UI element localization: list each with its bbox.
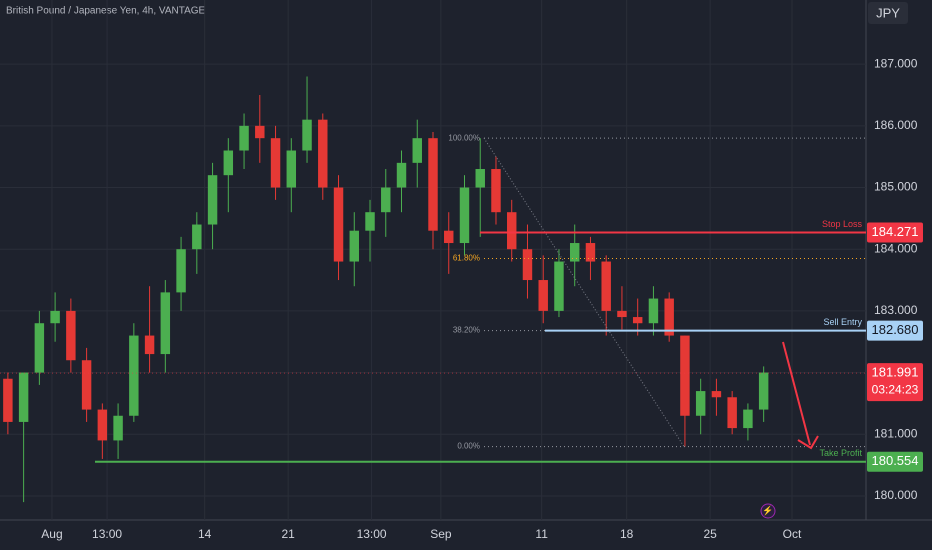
candle-body [34, 323, 45, 373]
candle-body [302, 119, 312, 151]
price-tag-label: 182.680 [872, 322, 919, 337]
fib-label: 0.00% [457, 442, 480, 451]
y-tick-label: 184.000 [874, 241, 918, 255]
candle-body [349, 230, 359, 262]
candle-body [569, 243, 580, 262]
candle-body [97, 409, 108, 441]
fib-label: 61.80% [453, 254, 480, 263]
candle-body [192, 224, 202, 250]
candle-body [129, 335, 139, 416]
candle-body [491, 169, 501, 213]
candle-body [365, 212, 375, 231]
price-tag-label: 184.271 [872, 224, 919, 239]
event-icon[interactable] [760, 503, 776, 519]
x-tick-label: Aug [41, 527, 62, 541]
x-tick-label: 18 [620, 527, 634, 541]
candle-body [18, 372, 29, 422]
arrow-head [797, 435, 819, 450]
candle-body [144, 335, 155, 355]
y-tick-label: 183.000 [874, 303, 918, 317]
candle-body [333, 187, 344, 262]
candle-body [3, 378, 13, 422]
x-tick-label: Sep [430, 527, 452, 541]
candle-body [648, 298, 659, 324]
candle-body [507, 212, 517, 250]
fib-label: 100.00% [448, 133, 480, 142]
candle-body [318, 119, 328, 188]
price-tag [867, 222, 923, 243]
candle-body [428, 138, 438, 231]
level-name: Stop Loss [822, 219, 863, 229]
candle-body [207, 175, 218, 225]
y-tick-label: 181.000 [874, 426, 918, 440]
candle-body [585, 243, 596, 262]
x-tick-label: 11 [535, 527, 548, 541]
countdown: 03:24:23 [872, 382, 919, 396]
fib-label: 38.20% [453, 326, 480, 335]
candle-body [113, 415, 123, 441]
candle-body [680, 335, 690, 416]
candle-body [286, 150, 297, 188]
chart-title: British Pound / Japanese Yen, 4h, VANTAG… [6, 6, 206, 17]
currency[interactable]: JPY [876, 5, 900, 20]
arrow-shaft [782, 341, 811, 446]
candle-body [81, 360, 92, 410]
candle-body [255, 125, 265, 139]
last-price-label: 181.991 [872, 365, 919, 380]
x-tick-label: 14 [198, 527, 212, 541]
fib-trend [483, 137, 685, 447]
candle-body [632, 317, 643, 324]
candle-body [538, 280, 548, 311]
candle-body [412, 138, 422, 163]
y-tick-label: 186.000 [874, 118, 918, 132]
candle-body [381, 187, 391, 213]
x-tick-label: 25 [703, 527, 717, 541]
price-tag [867, 451, 923, 472]
x-tick-label: 13:00 [357, 527, 387, 541]
x-tick-label: Oct [783, 527, 802, 541]
candle-body [727, 397, 737, 429]
candle-body [176, 249, 186, 293]
candle-body [459, 187, 470, 244]
candle-body [758, 372, 769, 410]
x-tick-label: 21 [281, 527, 295, 541]
candle-body [396, 162, 407, 188]
price-tag [867, 320, 923, 341]
candle-body [239, 125, 249, 151]
candle-body [695, 391, 706, 416]
y-tick-label: 185.000 [874, 180, 918, 194]
candle-body [270, 138, 281, 188]
candle-body [664, 298, 674, 336]
y-tick-label: 180.000 [874, 488, 918, 502]
candle-body [522, 249, 533, 281]
candle-body [66, 310, 76, 361]
level-name: Sell Entry [823, 317, 862, 327]
candle-body [444, 230, 454, 244]
last-price-tag [867, 363, 923, 402]
candle-body [475, 169, 485, 188]
candle-body [601, 261, 611, 311]
currency-box[interactable] [868, 2, 908, 24]
x-tick-label: 13:00 [92, 527, 122, 541]
price-tag-label: 180.554 [872, 453, 919, 468]
level-name: Take Profit [819, 448, 862, 458]
candle-body [617, 310, 627, 318]
candle-body [160, 292, 171, 355]
y-tick-label: 187.000 [874, 56, 918, 70]
candle-body [711, 391, 722, 398]
candle-body [50, 310, 60, 324]
candle-body [743, 409, 753, 429]
event-icon-glyph[interactable]: ⚡ [762, 504, 773, 516]
candle-body [223, 150, 234, 176]
candle-body [554, 261, 564, 311]
